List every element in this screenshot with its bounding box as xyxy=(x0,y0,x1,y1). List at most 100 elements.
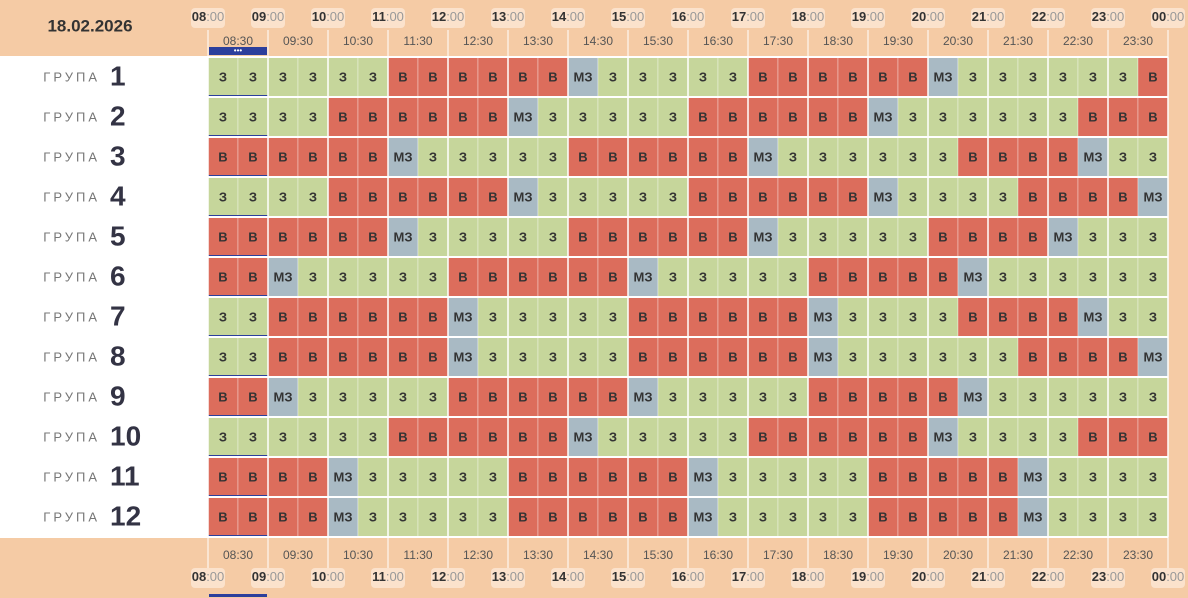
hour-label: 09:00 xyxy=(252,9,285,24)
half-hour-label: 13:30 xyxy=(523,34,553,48)
slot-code: З xyxy=(309,429,317,444)
slot-cell xyxy=(387,336,419,378)
slot-code: З xyxy=(789,469,797,484)
slot-code: В xyxy=(398,189,407,204)
half-hour-label: 17:30 xyxy=(763,34,793,48)
slot-code: В xyxy=(518,69,527,84)
slot-code: З xyxy=(459,509,467,524)
slot-cell xyxy=(657,136,689,178)
hour-h: 22 xyxy=(1032,569,1046,584)
half-hour-label: 16:30 xyxy=(703,548,733,562)
slot-cell xyxy=(807,216,839,258)
slot-code: В xyxy=(698,149,707,164)
slot-code: В xyxy=(578,509,587,524)
slot-code: В xyxy=(728,309,737,324)
slot-code: В xyxy=(788,309,797,324)
slot-code: З xyxy=(1059,429,1067,444)
slot-code: З xyxy=(999,349,1007,364)
slot-code: В xyxy=(278,349,287,364)
slot-code: З xyxy=(489,309,497,324)
slot-code: В xyxy=(818,109,827,124)
slot-code: В xyxy=(428,109,437,124)
slot-code: В xyxy=(458,69,467,84)
hour-m: :00 xyxy=(686,9,704,24)
slot-code: З xyxy=(579,109,587,124)
group-label-cell xyxy=(0,57,208,97)
slot-cell xyxy=(207,496,239,538)
slot-code: В xyxy=(278,509,287,524)
slot-code: З xyxy=(279,69,287,84)
slot-code: В xyxy=(368,349,377,364)
slot-code: З xyxy=(849,509,857,524)
slot-code: В xyxy=(728,229,737,244)
hour-h: 17 xyxy=(732,569,746,584)
slot-code: З xyxy=(1119,469,1127,484)
group-label-cell xyxy=(0,97,208,137)
hour-pill xyxy=(791,8,825,28)
half-hour-label: 22:30 xyxy=(1063,34,1093,48)
hour-label: 18:00 xyxy=(792,9,825,24)
hour-pill xyxy=(911,568,945,588)
slot-code: З xyxy=(999,109,1007,124)
slot-cell xyxy=(327,176,359,218)
slot-code: В xyxy=(608,269,617,284)
hour-h: 16 xyxy=(672,9,686,24)
hour-m: :00 xyxy=(626,9,644,24)
slot-code: З xyxy=(999,389,1007,404)
slot-code: З xyxy=(669,69,677,84)
slot-code: В xyxy=(968,509,977,524)
slot-code: В xyxy=(788,109,797,124)
slot-code: В xyxy=(938,269,947,284)
slot-cell xyxy=(207,336,239,378)
slot-cell xyxy=(567,336,599,378)
hour-pill xyxy=(491,568,525,588)
slot-cell xyxy=(837,496,869,538)
slot-code: З xyxy=(939,349,947,364)
half-hour-label: 11:30 xyxy=(403,548,432,562)
slot-code: В xyxy=(248,269,257,284)
group-number: 7 xyxy=(110,300,126,331)
slot-code: В xyxy=(608,469,617,484)
slot-code: З xyxy=(429,229,437,244)
slot-cell xyxy=(747,456,779,498)
hour-label: 12:00 xyxy=(432,569,465,584)
slot-code: В xyxy=(368,149,377,164)
slot-code: З xyxy=(219,309,227,324)
slot-code: В xyxy=(908,389,917,404)
hour-m: :00 xyxy=(206,569,224,584)
slot-cell xyxy=(1137,296,1169,338)
hour-label: 08:00 xyxy=(192,569,225,584)
slot-code: В xyxy=(578,469,587,484)
half-hour-label: 19:30 xyxy=(883,548,913,562)
slot-code: В xyxy=(1148,109,1157,124)
slot-code: В xyxy=(908,469,917,484)
slot-cell xyxy=(597,256,629,298)
slot-code: З xyxy=(909,309,917,324)
hour-h: 22 xyxy=(1032,9,1046,24)
slot-cell xyxy=(237,416,269,458)
slot-code: В xyxy=(578,149,587,164)
slot-code: З xyxy=(609,69,617,84)
slot-code: МЗ xyxy=(1084,149,1103,164)
slot-cell xyxy=(207,416,239,458)
slot-code: З xyxy=(309,189,317,204)
half-hour-label: 20:30 xyxy=(943,548,973,562)
slot-code: З xyxy=(1149,309,1157,324)
slot-code: З xyxy=(219,349,227,364)
slot-code: З xyxy=(219,109,227,124)
slot-code: МЗ xyxy=(574,429,593,444)
slot-code: З xyxy=(369,429,377,444)
slot-cell xyxy=(657,336,689,378)
slot-cell xyxy=(237,136,269,178)
slot-cell xyxy=(867,136,899,178)
slot-code: МЗ xyxy=(1024,509,1043,524)
hour-m: :00 xyxy=(686,569,704,584)
slot-code: В xyxy=(908,429,917,444)
hour-pill xyxy=(431,568,465,588)
slot-code: В xyxy=(458,389,467,404)
slot-code: В xyxy=(758,429,767,444)
slot-code: В xyxy=(638,309,647,324)
slot-code: В xyxy=(968,149,977,164)
slot-code: З xyxy=(1149,389,1157,404)
slot-code: В xyxy=(548,389,557,404)
